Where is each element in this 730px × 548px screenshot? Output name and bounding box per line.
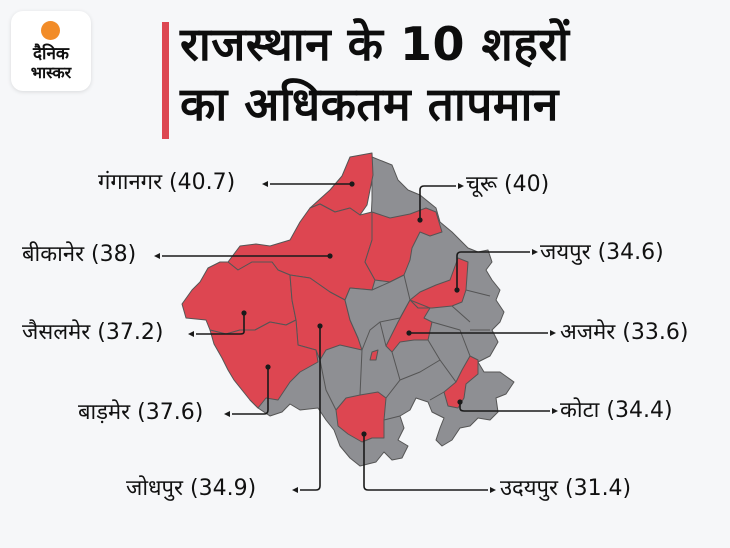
title-accent-bar (162, 22, 169, 139)
district-udaipur (335, 391, 387, 443)
leader-udaipur (363, 434, 488, 491)
leader-kota (459, 402, 550, 412)
sun-icon (41, 21, 60, 40)
title-line-2: का अधिकतम तापमान (180, 77, 559, 131)
district-barmer (209, 319, 319, 409)
city-label-churu: चूरू (40) (466, 172, 550, 197)
leader-barmer (232, 367, 269, 415)
logo-text-line2: भास्कर (30, 63, 72, 82)
dainik-bhaskar-logo: दैनिक भास्कर (11, 11, 91, 91)
city-label-udaipur: उदयपुर (31.4) (500, 476, 632, 501)
city-label-jaipur: जयपुर (34.6) (540, 240, 664, 265)
city-label-ganganagar: गंगानगर (40.7) (98, 170, 236, 195)
city-label-kota: कोटा (34.4) (560, 398, 673, 423)
title-line-1: राजस्थान के 10 शहरों (180, 17, 570, 71)
city-label-barmer: बाड़मेर (37.6) (78, 400, 204, 425)
leader-jaipur (456, 251, 530, 290)
district-kota (443, 355, 479, 409)
page-title: राजस्थान के 10 शहरों का अधिकतम तापमान (180, 14, 570, 134)
city-label-jodhpur: जोधपुर (34.9) (126, 476, 257, 501)
city-label-ajmer: अजमेर (33.6) (560, 320, 689, 345)
city-label-bikaner: बीकानेर (38) (22, 242, 137, 267)
district-ajmer-fragment (369, 349, 379, 361)
leader-jaisalmer (196, 313, 245, 335)
logo-text-line1: दैनिक (33, 44, 69, 64)
leader-jodhpur (300, 326, 321, 491)
district-churu (364, 207, 443, 283)
city-label-jaisalmer: जैसलमेर (37.2) (22, 320, 164, 345)
leader-churu (419, 185, 456, 220)
